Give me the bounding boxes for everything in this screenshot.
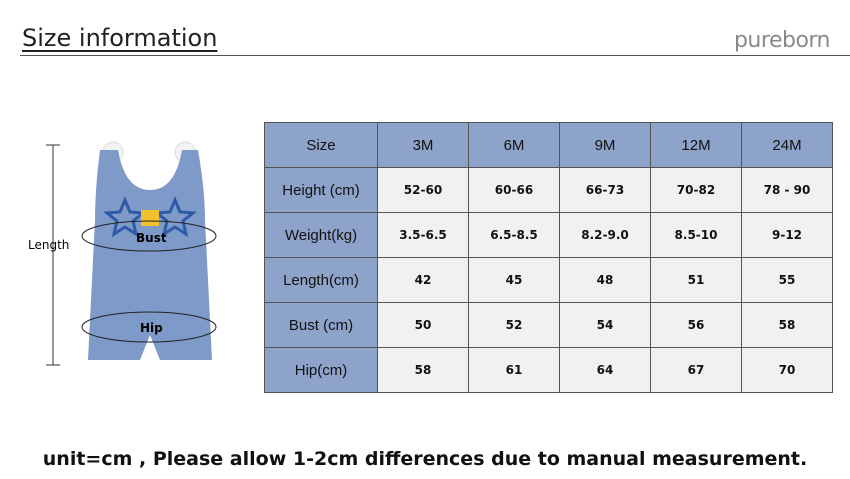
hip-label: Hip <box>140 321 163 335</box>
table-row: Bust (cm) 50 52 54 56 58 <box>264 302 833 348</box>
title-rule <box>20 55 850 56</box>
cell: 60-66 <box>468 167 560 213</box>
badge <box>141 210 159 226</box>
cell: 51 <box>650 257 742 303</box>
cell: 42 <box>377 257 469 303</box>
header-cell: 12M <box>650 122 742 168</box>
cell: 61 <box>468 347 560 393</box>
cell: 56 <box>650 302 742 348</box>
cell: 54 <box>559 302 651 348</box>
header-cell: Size <box>264 122 378 168</box>
cell: 64 <box>559 347 651 393</box>
cell: 67 <box>650 347 742 393</box>
header-row: Size 3M 6M 9M 12M 24M <box>264 122 833 168</box>
cell: 3.5-6.5 <box>377 212 469 258</box>
row-label: Bust (cm) <box>264 302 378 348</box>
brand-logo: pureborn <box>733 28 831 53</box>
length-label: Length <box>28 238 69 252</box>
cell: 48 <box>559 257 651 303</box>
hip-ellipse <box>81 311 217 343</box>
star <box>103 196 147 238</box>
cell: 66-73 <box>559 167 651 213</box>
cell: 45 <box>468 257 560 303</box>
cell: 50 <box>377 302 469 348</box>
row-label: Length(cm) <box>264 257 378 303</box>
cell: 58 <box>741 302 833 348</box>
table-row: Height (cm) 52-60 60-66 66-73 70-82 78 - 90 <box>264 167 833 213</box>
cell: 78 - 90 <box>741 167 833 213</box>
title: Size information <box>22 24 218 52</box>
cell: 70-82 <box>650 167 742 213</box>
cell: 52 <box>468 302 560 348</box>
table-row: Hip(cm) 58 61 64 67 70 <box>264 347 833 393</box>
footer-note: unit=cm , Please allow 1-2cm differences… <box>42 448 808 470</box>
cell: 9-12 <box>741 212 833 258</box>
header-cell: 9M <box>559 122 651 168</box>
table-row: Length(cm) 42 45 48 51 55 <box>264 257 833 303</box>
header-cell: 3M <box>377 122 469 168</box>
header-cell: 24M <box>741 122 833 168</box>
row-label: Hip(cm) <box>264 347 378 393</box>
size-table: Size 3M 6M 9M 12M 24M Height (cm) 52-60 60-66 66-… <box>264 122 833 393</box>
cell: 55 <box>741 257 833 303</box>
row-label: Height (cm) <box>264 167 378 213</box>
cell: 6.5-8.5 <box>468 212 560 258</box>
cell: 8.2-9.0 <box>559 212 651 258</box>
row-label: Weight(kg) <box>264 212 378 258</box>
cell: 52-60 <box>377 167 469 213</box>
bust-label: Bust <box>136 231 167 245</box>
bust-ellipse <box>81 220 217 252</box>
header-cell: 6M <box>468 122 560 168</box>
table-row: Weight(kg) 3.5-6.5 6.5-8.5 8.2-9.0 8.5-10 9-1… <box>264 212 833 258</box>
cell: 8.5-10 <box>650 212 742 258</box>
star <box>153 196 197 238</box>
romper <box>88 150 212 360</box>
romper-diagram: Length Bust Hip <box>28 141 217 366</box>
cell: 58 <box>377 347 469 393</box>
cell: 70 <box>741 347 833 393</box>
